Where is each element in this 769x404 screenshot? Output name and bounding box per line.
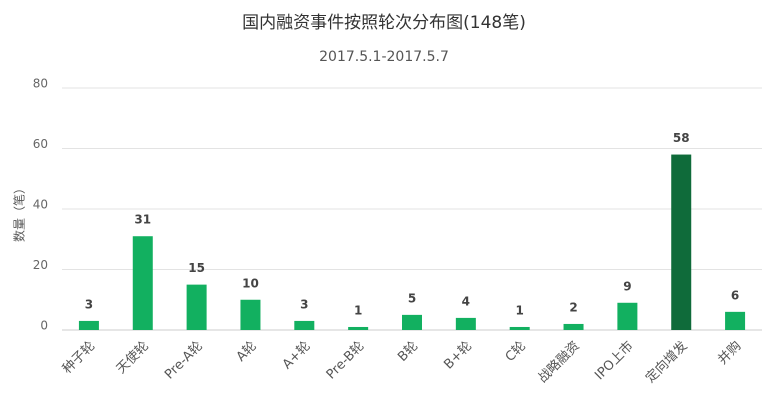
bar <box>563 323 584 330</box>
y-tick-label: 20 <box>33 258 48 272</box>
x-tick-label: A轮 <box>234 339 260 365</box>
data-label: 9 <box>623 279 631 293</box>
x-tick-label: 并购 <box>715 338 745 368</box>
x-tick-label: 定向增发 <box>642 338 690 386</box>
data-label: 1 <box>354 303 362 317</box>
data-label: 3 <box>85 297 93 311</box>
data-label: 2 <box>569 300 577 314</box>
bar <box>617 302 638 330</box>
data-label: 31 <box>134 213 151 227</box>
x-tick-label: Pre-A轮 <box>162 339 206 383</box>
bar <box>240 299 261 330</box>
data-label: 1 <box>516 303 524 317</box>
bar <box>671 154 692 330</box>
y-tick-label: 40 <box>33 198 48 212</box>
x-tick-label: 战略融资 <box>535 338 583 386</box>
chart-subtitle: 2017.5.1-2017.5.7 <box>319 49 449 65</box>
bar <box>725 311 746 330</box>
bar <box>186 284 207 330</box>
x-tick-label: A+轮 <box>280 339 314 373</box>
y-tick-label: 60 <box>33 137 48 151</box>
data-label: 4 <box>462 294 470 308</box>
x-tick-label: IPO上市 <box>591 338 636 383</box>
bar <box>78 320 99 330</box>
y-tick-label: 0 <box>40 319 48 333</box>
bar <box>509 326 530 330</box>
bar <box>132 236 153 330</box>
chart-title: 国内融资事件按照轮次分布图(148笔) <box>242 13 526 33</box>
bar <box>455 317 476 330</box>
x-tick-label: C轮 <box>503 339 529 365</box>
y-tick-label: 80 <box>33 77 48 91</box>
data-label: 10 <box>242 276 259 290</box>
x-tick-label: Pre-B轮 <box>324 339 368 383</box>
data-label: 58 <box>673 131 690 145</box>
data-label: 15 <box>188 261 205 275</box>
x-tick-label: 天使轮 <box>113 338 152 377</box>
x-tick-label: B+轮 <box>441 339 475 373</box>
bar <box>402 314 422 330</box>
x-tick-label: B轮 <box>395 339 421 365</box>
bar <box>348 326 369 330</box>
data-label: 6 <box>731 288 739 302</box>
bar <box>294 320 315 330</box>
data-label: 3 <box>300 297 308 311</box>
x-tick-label: 种子轮 <box>60 339 98 377</box>
data-label: 5 <box>408 291 416 305</box>
y-axis-label: 数量（笔） <box>12 182 27 242</box>
